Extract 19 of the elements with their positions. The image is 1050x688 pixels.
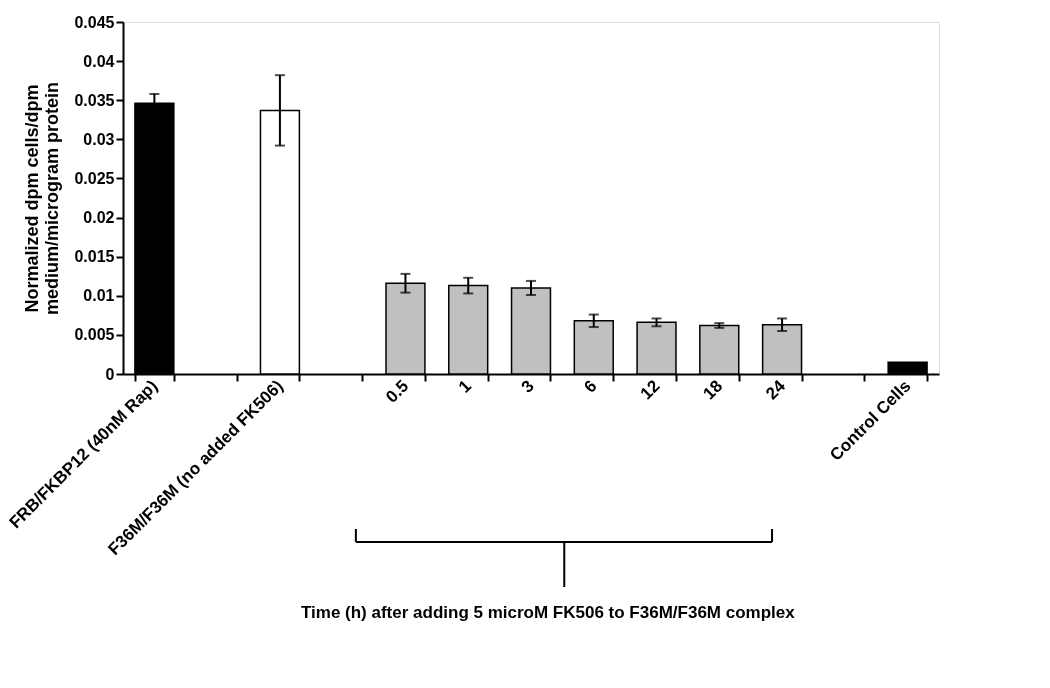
x-tick-label: 18 <box>699 376 727 404</box>
y-tick-label: 0.045 <box>74 13 115 31</box>
x-tick-label: 24 <box>762 376 790 404</box>
y-tick-label: 0 <box>105 365 115 383</box>
y-tick-label: 0.01 <box>83 287 115 305</box>
y-tick-label: 0.035 <box>74 91 115 109</box>
y-tick-label: 0.04 <box>83 52 115 70</box>
x-tick-label: 1 <box>454 376 476 397</box>
x-axis-title: Time (h) after adding 5 microM FK506 to F36M/F36M complex <box>300 602 796 622</box>
y-tick-label: 0.02 <box>83 209 115 227</box>
x-tick-label: 6 <box>580 376 601 397</box>
y-axis-title: Normalized dpm cells/dpm medium/microgram protein <box>22 81 63 316</box>
y-tick-label: 0.03 <box>83 130 115 148</box>
y-tick-label: 0.025 <box>74 169 115 187</box>
y-tick-label: 0.005 <box>74 326 115 344</box>
x-tick-label: 12 <box>636 376 664 404</box>
x-tick-label: 3 <box>517 376 538 397</box>
y-tick-label: 0.015 <box>74 248 115 266</box>
x-tick-label: 0.5 <box>382 376 413 407</box>
